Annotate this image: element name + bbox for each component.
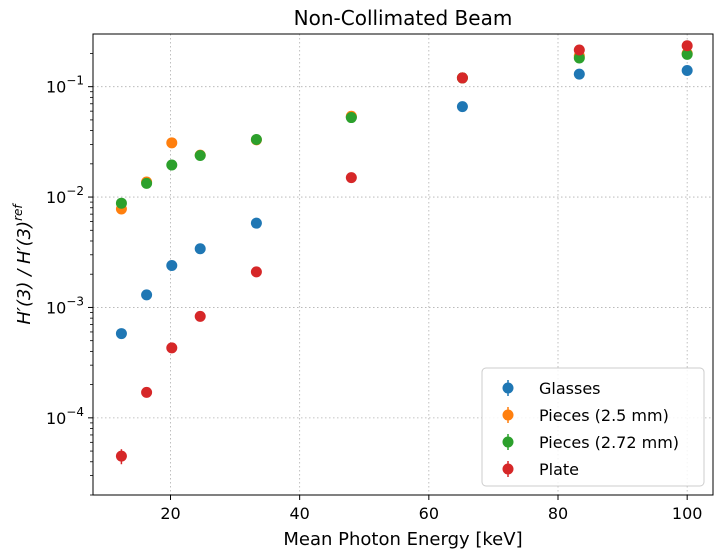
series-pieces-2-72-mm (115, 48, 693, 209)
y-tick-label: 10−3 (46, 294, 84, 317)
data-point (681, 40, 693, 52)
x-tick-label: 80 (548, 504, 568, 523)
plot-area-frame (92, 33, 714, 496)
legend-label: Pieces (2.72 mm) (539, 433, 679, 452)
x-tick-label: 100 (672, 504, 703, 523)
legend-marker (502, 436, 514, 448)
data-point (166, 259, 178, 271)
data-point (115, 450, 127, 462)
legend-label: Pieces (2.5 mm) (539, 406, 669, 425)
data-point (250, 266, 262, 278)
data-point (573, 52, 585, 64)
chart-title: Non-Collimated Beam (294, 6, 513, 30)
data-point (456, 101, 468, 113)
y-tick-label: 10−4 (46, 405, 84, 428)
y-tick-label: 10−2 (46, 184, 84, 207)
data-point (573, 68, 585, 80)
legend: Glasses Pieces (2.5 mm) Pieces (2.72 mm) Pl… (481, 367, 705, 487)
data-point (194, 243, 206, 255)
legend-entry: Plate (502, 460, 579, 479)
x-tick-label: 40 (289, 504, 309, 523)
x-axis-label: Mean Photon Energy [keV] (283, 529, 522, 550)
data-point (681, 48, 693, 60)
legend-entry: Glasses (502, 379, 601, 398)
data-point (166, 342, 178, 354)
data-point (345, 112, 357, 124)
y-tick-label: 10−1 (46, 74, 84, 97)
axes: 20 40 60 80 100 10−4 10−3 10−2 10−1 (46, 53, 703, 523)
data-point (456, 72, 468, 84)
legend-marker (502, 463, 514, 475)
x-tick-label: 20 (160, 504, 180, 523)
legend-marker (502, 382, 514, 394)
data-point (166, 159, 178, 171)
data-point (573, 44, 585, 56)
data-point (166, 137, 178, 149)
data-point (681, 65, 693, 77)
data-point (345, 172, 357, 184)
y-axis-label-superscript: ref (11, 203, 25, 221)
data-point (115, 328, 127, 340)
data-points (115, 40, 693, 465)
legend-box (481, 367, 705, 487)
data-point (141, 289, 153, 301)
series-plate (115, 40, 693, 465)
y-axis-label-main: H′(3) / H′(3) (14, 221, 35, 325)
legend-entry: Pieces (2.5 mm) (502, 406, 669, 425)
legend-label: Plate (539, 460, 579, 479)
x-tick-label: 60 (419, 504, 439, 523)
data-point (250, 134, 262, 146)
legend-entry: Pieces (2.72 mm) (502, 433, 679, 452)
data-point (250, 217, 262, 229)
legend-label: Glasses (539, 379, 601, 398)
legend-marker (502, 409, 514, 421)
data-point (141, 386, 153, 398)
data-point (115, 197, 127, 209)
y-axis-label: H′(3) / H′(3)ref (11, 203, 35, 325)
data-point (141, 177, 153, 189)
data-point (194, 310, 206, 322)
data-point (194, 149, 206, 161)
